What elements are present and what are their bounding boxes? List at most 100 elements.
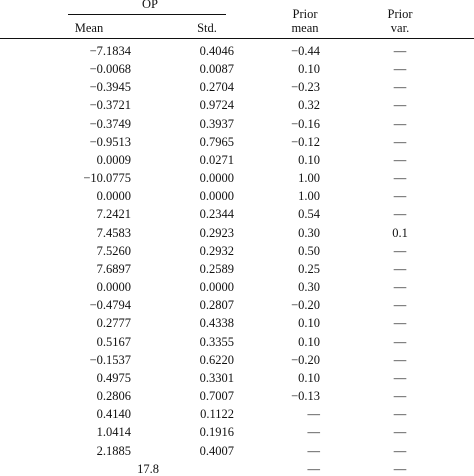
cell-mean: −0.9513 — [89, 135, 131, 149]
cell-std: 0.2344 — [199, 207, 234, 221]
cell-std: 0.0000 — [199, 189, 234, 203]
cell-std: 0.4046 — [199, 44, 234, 58]
cell-prior-var: — — [393, 389, 407, 403]
column-header-std: Std. — [197, 21, 217, 35]
cell-prior-var: — — [393, 62, 407, 76]
cell-mean: −0.3721 — [89, 98, 131, 112]
cell-prior-mean: — — [307, 462, 321, 476]
cell-prior-var: — — [393, 117, 407, 131]
cell-mean: 0.0000 — [96, 280, 131, 294]
cell-std: 0.6220 — [199, 353, 234, 367]
cell-prior-mean: 0.50 — [298, 244, 320, 258]
cell-prior-mean: 0.10 — [298, 335, 320, 349]
cell-prior-var: — — [393, 171, 407, 185]
cell-prior-mean: 0.25 — [298, 262, 320, 276]
cell-prior-var: — — [393, 444, 407, 458]
cell-mean: −0.0068 — [89, 62, 131, 76]
cell-prior-mean: — — [307, 407, 321, 421]
cell-mean: 17.8 — [137, 462, 159, 476]
cell-prior-mean: 0.10 — [298, 316, 320, 330]
cell-prior-mean: 0.32 — [298, 98, 320, 112]
header-rule — [0, 38, 474, 39]
cell-prior-mean: −0.13 — [291, 389, 320, 403]
op-group-rule — [68, 14, 226, 15]
cell-mean: 7.4583 — [96, 226, 131, 240]
cell-mean: 7.5260 — [96, 244, 131, 258]
column-header-prior-mean-line1: Prior — [292, 7, 318, 21]
cell-std: 0.2589 — [199, 262, 234, 276]
cell-mean: −10.0775 — [83, 171, 131, 185]
cell-prior-mean: −0.20 — [291, 298, 320, 312]
cell-std: 0.2932 — [199, 244, 234, 258]
cell-std: 0.0271 — [199, 153, 234, 167]
cell-prior-var: — — [393, 353, 407, 367]
cell-mean: −7.1834 — [89, 44, 131, 58]
op-group-header: OP — [142, 0, 158, 11]
column-header-prior-var-line1: Prior — [387, 7, 413, 21]
cell-prior-var: — — [393, 280, 407, 294]
cell-prior-mean: 0.10 — [298, 371, 320, 385]
cell-mean: 0.5167 — [96, 335, 131, 349]
cell-prior-var: — — [393, 98, 407, 112]
cell-prior-var: — — [393, 207, 407, 221]
cell-std: 0.9724 — [199, 98, 234, 112]
cell-prior-var: — — [393, 335, 407, 349]
cell-prior-mean: — — [307, 425, 321, 439]
cell-mean: −0.3945 — [89, 80, 131, 94]
cell-std: 0.2807 — [199, 298, 234, 312]
cell-mean: −0.4794 — [89, 298, 131, 312]
cell-prior-mean: 1.00 — [298, 171, 320, 185]
cell-mean: 0.0000 — [96, 189, 131, 203]
cell-std: 0.0087 — [199, 62, 234, 76]
cell-prior-mean: 0.10 — [298, 153, 320, 167]
cell-prior-var: — — [393, 153, 407, 167]
cell-prior-var: — — [393, 316, 407, 330]
cell-mean: 0.0009 — [96, 153, 131, 167]
cell-std: 0.4338 — [199, 316, 234, 330]
cell-prior-mean: −0.44 — [291, 44, 320, 58]
column-header-prior-mean-line2: mean — [291, 21, 319, 35]
cell-prior-mean: −0.12 — [291, 135, 320, 149]
cell-mean: −0.1537 — [89, 353, 131, 367]
cell-prior-mean: −0.16 — [291, 117, 320, 131]
cell-mean: −0.3749 — [89, 117, 131, 131]
cell-prior-var: — — [393, 244, 407, 258]
cell-prior-mean: 0.54 — [298, 207, 320, 221]
cell-prior-var: — — [393, 462, 407, 476]
cell-prior-mean: — — [307, 444, 321, 458]
cell-mean: 7.2421 — [96, 207, 131, 221]
cell-std: 0.3355 — [199, 335, 234, 349]
cell-prior-mean: −0.20 — [291, 353, 320, 367]
cell-std: 0.2704 — [199, 80, 234, 94]
cell-std: 0.4007 — [199, 444, 234, 458]
cell-std: 0.3301 — [199, 371, 234, 385]
cell-mean: 1.0414 — [96, 425, 131, 439]
cell-prior-var: — — [393, 80, 407, 94]
cell-prior-var: — — [393, 262, 407, 276]
column-header-mean: Mean — [74, 21, 104, 35]
cell-std: 0.1916 — [199, 425, 234, 439]
cell-prior-mean: 0.30 — [298, 226, 320, 240]
cell-prior-mean: −0.23 — [291, 80, 320, 94]
cell-std: 0.7007 — [199, 389, 234, 403]
cell-prior-mean: 1.00 — [298, 189, 320, 203]
cell-std: 0.2923 — [199, 226, 234, 240]
cell-mean: 0.4975 — [96, 371, 131, 385]
cell-std: 0.0000 — [199, 171, 234, 185]
cell-std: 0.7965 — [199, 135, 234, 149]
cell-prior-var: — — [393, 44, 407, 58]
cell-std: 0.1122 — [200, 407, 234, 421]
cell-prior-var: 0.1 — [392, 226, 408, 240]
cell-prior-var: — — [393, 371, 407, 385]
cell-prior-var: — — [393, 425, 407, 439]
cell-prior-var: — — [393, 135, 407, 149]
column-header-prior-var-line2: var. — [390, 21, 410, 35]
cell-mean: 2.1885 — [96, 444, 131, 458]
cell-mean: 0.4140 — [96, 407, 131, 421]
cell-prior-var: — — [393, 298, 407, 312]
cell-prior-mean: 0.30 — [298, 280, 320, 294]
cell-mean: 0.2777 — [96, 316, 131, 330]
cell-mean: 0.2806 — [96, 389, 131, 403]
cell-std: 0.0000 — [199, 280, 234, 294]
cell-mean: 7.6897 — [96, 262, 131, 276]
